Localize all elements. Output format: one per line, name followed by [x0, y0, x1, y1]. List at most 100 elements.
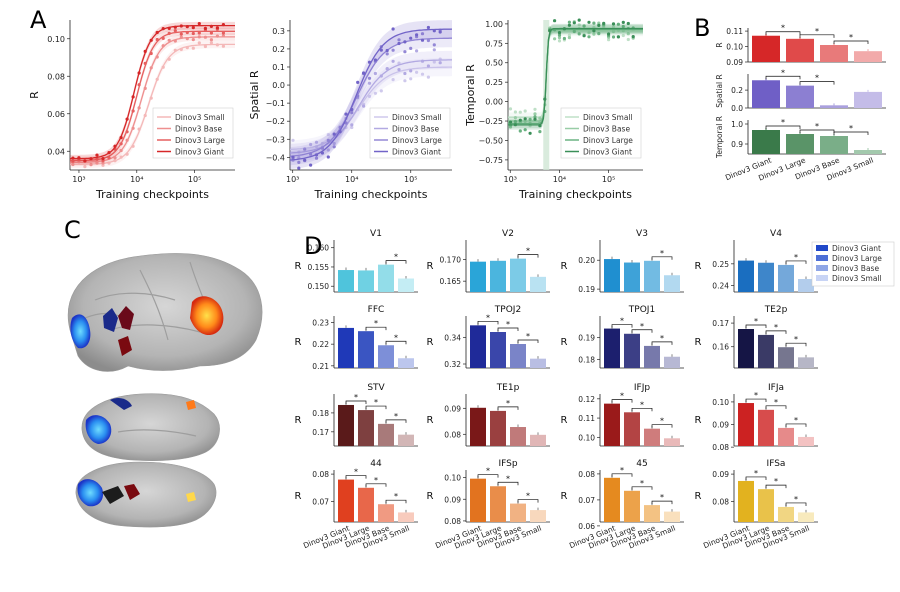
sig-star: *: [640, 400, 644, 409]
bar: [624, 490, 640, 522]
data-point: [332, 141, 336, 146]
legend-swatch: [816, 275, 828, 281]
y-axis-label: R: [427, 415, 434, 426]
data-point: [143, 61, 147, 65]
panel-d-region-bars: V1 0.150 0.155 0.160 R * V2 0.165 0.170 R * V3 0.19 0…: [295, 229, 818, 551]
x-tick-label: 10³: [286, 175, 299, 184]
bar: [378, 423, 394, 446]
bar: [664, 438, 680, 446]
subplot-title: FFC: [368, 305, 385, 315]
sig-bracket: [651, 424, 673, 428]
sig-star: *: [781, 24, 785, 33]
data-point: [167, 38, 171, 42]
data-point: [203, 44, 207, 49]
bar: [786, 85, 814, 108]
chart-D-IFJa: IFJa 0.08 0.09 0.10 R * * *: [695, 383, 818, 452]
data-point: [101, 163, 105, 167]
sig-star: *: [486, 467, 490, 476]
y-tick-label: 0.09: [726, 58, 743, 67]
subplot-title: STV: [367, 383, 385, 393]
sig-star: *: [774, 477, 778, 486]
data-point: [107, 151, 111, 155]
chart-D-IFJp: IFJp 0.10 0.11 0.12 R * * *: [561, 383, 684, 447]
y-tick-label: 1.00: [485, 20, 503, 29]
sig-bracket: [765, 75, 801, 80]
sig-star: *: [354, 393, 358, 402]
y-axis-label: Temporal R: [464, 64, 477, 127]
data-point: [215, 34, 219, 38]
y-tick-label: 0.12: [578, 395, 595, 404]
data-point: [538, 116, 542, 120]
sig-star: *: [774, 323, 778, 332]
data-point: [71, 159, 75, 163]
data-point: [77, 156, 81, 160]
bar: [604, 259, 620, 292]
sig-star: *: [660, 417, 664, 426]
subplot-title: TE1p: [496, 383, 520, 393]
data-point: [197, 31, 201, 35]
y-tick-label: 0.08: [47, 72, 65, 81]
sig-star: *: [849, 124, 853, 133]
y-tick-label: 0.165: [440, 277, 462, 286]
series-band: [290, 29, 452, 166]
series-line: [289, 37, 452, 157]
panel-a-training-curves: 0.04 0.06 0.08 0.10 10³ 10⁴ 10⁵ Training checkp…: [28, 18, 643, 201]
y-tick-label: 0.2: [272, 45, 285, 54]
data-point: [203, 26, 207, 30]
data-point: [185, 37, 189, 41]
x-tick-label: 10⁴: [345, 175, 358, 184]
y-tick-label: 0.160: [308, 244, 330, 253]
sig-star: *: [794, 253, 798, 262]
x-tick-label: 10⁴: [553, 175, 566, 184]
data-point: [597, 31, 601, 36]
data-point: [557, 33, 562, 37]
x-tick-label: 10⁴: [130, 175, 143, 184]
data-point: [179, 47, 183, 52]
data-point: [155, 30, 159, 35]
bar: [470, 261, 486, 292]
data-point: [562, 36, 567, 41]
data-point: [367, 60, 372, 64]
sig-star: *: [506, 399, 510, 408]
data-point: [426, 75, 430, 79]
y-tick-label: 0.19: [578, 334, 595, 343]
data-point: [297, 155, 301, 160]
data-point: [173, 39, 177, 43]
subplot-title: 45: [636, 459, 647, 469]
bar: [738, 329, 754, 368]
y-axis-label: R: [427, 261, 434, 272]
legend-label: Dinov3 Base: [175, 125, 222, 134]
sig-bracket: [785, 423, 807, 427]
data-point: [113, 159, 117, 163]
data-point: [611, 35, 616, 39]
data-point: [592, 29, 596, 33]
data-point: [89, 162, 93, 167]
sig-bracket: [765, 405, 787, 409]
sig-star: *: [526, 492, 530, 501]
y-tick-label: 0.150: [308, 282, 330, 291]
data-point: [191, 31, 195, 36]
data-point: [592, 32, 596, 36]
sig-bracket: [799, 81, 835, 85]
y-tick-label: 0.10: [444, 474, 461, 483]
y-tick-label: 0.50: [485, 59, 503, 68]
bar: [398, 434, 414, 446]
data-point: [528, 131, 532, 135]
bar: [358, 270, 374, 292]
data-point: [291, 155, 295, 159]
y-tick-label: −0.4: [266, 153, 285, 162]
data-point: [611, 25, 616, 29]
data-point: [631, 35, 635, 39]
sig-bracket: [365, 326, 387, 331]
x-axis-label: Training checkpoints: [95, 188, 209, 201]
y-tick-label: 0.25: [712, 260, 729, 269]
legend-swatch: [816, 255, 828, 261]
y-tick-label: 0.17: [712, 319, 729, 328]
data-point: [155, 55, 159, 59]
data-point: [137, 71, 141, 75]
data-point: [350, 125, 354, 130]
legend-label: Dinov3 Giant: [583, 148, 632, 157]
y-axis-label: R: [295, 491, 302, 502]
data-point: [314, 140, 319, 144]
